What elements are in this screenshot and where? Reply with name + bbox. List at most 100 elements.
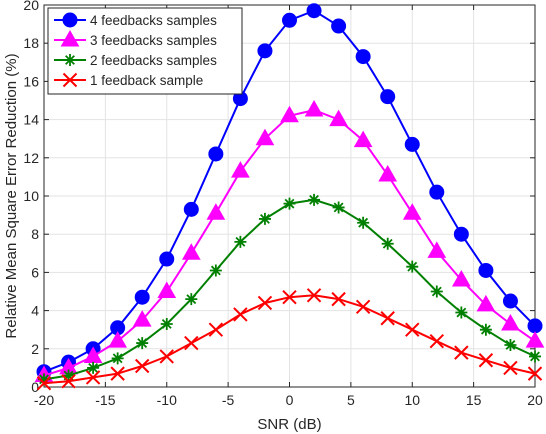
data-point-triangle — [329, 109, 348, 127]
data-point-cross — [62, 72, 78, 88]
data-point-circle — [331, 18, 347, 34]
data-point-cross — [36, 375, 52, 391]
data-point-cross — [454, 345, 469, 360]
series-group — [34, 3, 545, 391]
data-point-cross — [331, 291, 346, 307]
data-point-cross — [159, 349, 174, 364]
data-point-triangle — [60, 29, 80, 47]
data-point-asterisk — [332, 201, 345, 214]
data-point-asterisk — [185, 293, 198, 306]
data-point-circle — [429, 184, 445, 200]
data-point-cross — [429, 333, 445, 349]
data-point-asterisk — [529, 350, 541, 363]
data-point-circle — [502, 293, 518, 309]
data-point-triangle — [451, 270, 471, 287]
y-tick-label: 14 — [23, 112, 39, 128]
data-point-cross — [134, 358, 150, 374]
data-point-cross — [257, 295, 273, 311]
legend-label: 2 feedbacks samples — [90, 53, 217, 68]
data-point-circle — [527, 318, 543, 334]
data-point-triangle — [108, 331, 128, 348]
data-point-asterisk — [64, 54, 76, 66]
series — [36, 3, 543, 380]
data-point-asterisk — [62, 369, 75, 382]
data-point-circle — [62, 12, 78, 28]
x-tick-label: -20 — [34, 392, 54, 408]
data-point-asterisk — [209, 264, 222, 277]
data-point-cross — [380, 311, 395, 326]
series — [36, 288, 543, 391]
legend-item: 4 feedbacks samples — [54, 12, 217, 28]
data-point-circle — [282, 12, 297, 28]
data-point-cross — [61, 374, 76, 389]
data-point-triangle — [501, 313, 520, 331]
data-point-circle — [183, 201, 199, 217]
y-tick-label: 20 — [23, 0, 39, 13]
x-tick-label: 10 — [404, 392, 420, 408]
y-tick-label: 16 — [23, 73, 39, 89]
data-point-circle — [306, 3, 322, 19]
x-tick-label: -10 — [157, 392, 177, 408]
data-point-asterisk — [234, 235, 247, 248]
series — [38, 193, 541, 386]
y-tick-label: 2 — [31, 341, 39, 357]
x-tick-label: -5 — [222, 392, 235, 408]
data-point-cross — [478, 353, 494, 368]
series — [34, 100, 545, 383]
data-point-triangle — [255, 128, 275, 146]
y-tick-label: 4 — [31, 303, 39, 319]
data-point-circle — [404, 136, 420, 152]
data-point-asterisk — [87, 361, 100, 374]
data-point-asterisk — [38, 373, 50, 386]
x-tick-label: 20 — [527, 392, 543, 408]
data-point-circle — [453, 226, 469, 242]
data-point-triangle — [427, 241, 447, 258]
data-point-triangle — [132, 310, 152, 327]
y-tick-label: 12 — [23, 150, 39, 166]
data-point-asterisk — [136, 337, 149, 350]
y-axis-label: Relative Mean Square Error Reduction (%) — [3, 53, 20, 338]
data-point-asterisk — [430, 285, 443, 298]
data-point-asterisk — [111, 352, 124, 365]
data-point-circle — [257, 43, 273, 59]
data-point-cross — [527, 366, 543, 381]
data-point-cross — [503, 360, 518, 376]
legend-item: 3 feedbacks samples — [54, 29, 217, 48]
data-point-asterisk — [308, 193, 321, 206]
x-axis-label: SNR (dB) — [257, 416, 321, 433]
x-tick-label: 0 — [286, 392, 294, 408]
legend-item: 2 feedbacks samples — [54, 53, 217, 68]
data-point-triangle — [304, 100, 324, 117]
data-point-cross — [110, 366, 125, 381]
data-point-asterisk — [381, 237, 394, 250]
data-point-triangle — [402, 203, 422, 220]
data-point-triangle — [157, 281, 177, 298]
y-tick-label: 18 — [23, 35, 39, 51]
data-point-cross — [405, 322, 420, 337]
data-point-asterisk — [160, 317, 173, 330]
data-point-cross — [355, 299, 371, 314]
data-point-triangle — [231, 161, 250, 178]
data-point-circle — [134, 289, 150, 305]
data-point-asterisk — [406, 260, 419, 273]
legend-label: 3 feedbacks samples — [90, 33, 217, 48]
y-tick-label: 0 — [31, 379, 39, 395]
data-point-cross — [85, 370, 101, 385]
data-point-circle — [380, 89, 396, 105]
legend-label: 4 feedbacks samples — [90, 13, 217, 28]
data-point-asterisk — [357, 216, 370, 229]
data-point-cross — [233, 307, 248, 322]
x-tick-label: 15 — [466, 392, 482, 408]
data-point-circle — [208, 146, 224, 162]
data-point-triangle — [378, 164, 398, 182]
data-point-triangle — [525, 331, 545, 348]
legend-label: 1 feedback sample — [90, 73, 203, 88]
data-point-circle — [478, 262, 494, 278]
legend: 4 feedbacks samples 3 feedbacks samples 2 … — [47, 7, 243, 95]
data-point-triangle — [476, 294, 496, 312]
x-tick-label: -15 — [95, 392, 115, 408]
data-point-circle — [159, 251, 175, 267]
data-point-cross — [208, 322, 224, 337]
data-point-asterisk — [283, 197, 296, 210]
